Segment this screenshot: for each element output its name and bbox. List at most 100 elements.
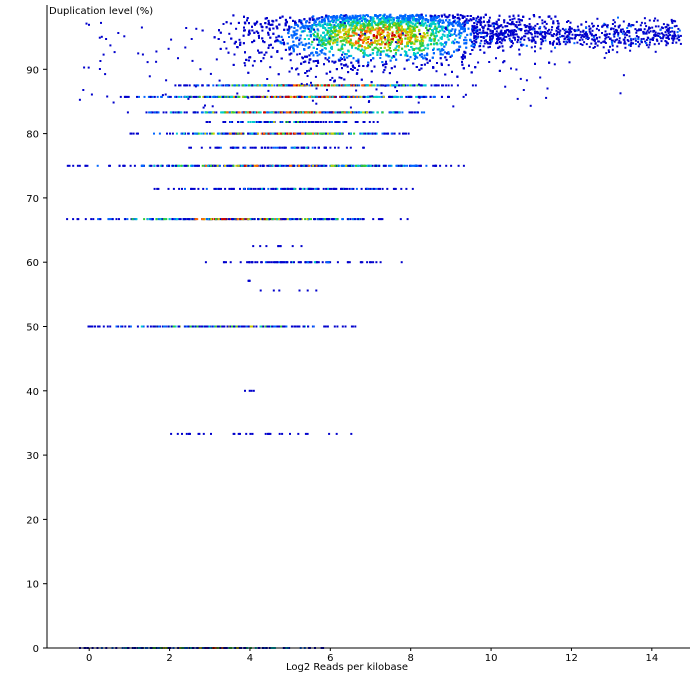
data-point: [166, 132, 168, 135]
data-point: [111, 218, 114, 221]
data-point: [185, 111, 188, 114]
data-point: [289, 432, 291, 435]
data-point: [66, 218, 69, 221]
data-point: [210, 218, 213, 221]
data-point: [349, 132, 352, 135]
data-point: [124, 218, 127, 221]
data-point: [264, 121, 267, 123]
data-point: [391, 84, 393, 87]
data-point: [401, 111, 404, 114]
data-point: [206, 132, 209, 135]
data-point: [109, 164, 111, 167]
data-point: [261, 164, 264, 167]
data-point: [259, 111, 262, 114]
data-point: [330, 111, 333, 114]
data-point: [252, 389, 255, 392]
data-point: [136, 325, 139, 328]
data-point: [249, 325, 252, 328]
data-point: [268, 121, 271, 123]
data-point: [146, 218, 149, 221]
data-point: [306, 187, 309, 190]
data-point: [314, 146, 317, 149]
data-point: [109, 218, 112, 221]
data-point: [281, 111, 284, 114]
data-point: [340, 111, 343, 114]
data-point: [84, 218, 87, 221]
data-point: [312, 187, 315, 190]
data-point: [228, 218, 230, 221]
data-point: [212, 325, 215, 328]
data-point: [293, 325, 296, 328]
data-point: [129, 164, 132, 167]
data-point: [245, 325, 248, 328]
data-point: [287, 95, 290, 98]
data-point: [169, 132, 171, 135]
data-point: [344, 95, 347, 98]
data-point: [317, 95, 320, 98]
data-point: [434, 84, 437, 87]
data-point: [132, 132, 135, 135]
data-point: [207, 84, 210, 87]
data-point: [442, 49, 445, 51]
data-point: [167, 187, 170, 190]
data-point: [250, 389, 253, 392]
data-point: [193, 111, 196, 114]
data-point: [178, 84, 180, 87]
data-point: [308, 132, 311, 135]
data-point: [184, 95, 187, 98]
data-point: [328, 111, 331, 114]
data-point: [235, 146, 238, 149]
data-point: [386, 84, 389, 87]
data-point: [181, 187, 183, 190]
data-point: [243, 325, 246, 328]
data-point: [250, 95, 253, 98]
data-point: [327, 132, 330, 135]
data-point: [191, 325, 194, 328]
data-point: [268, 218, 271, 221]
data-point: [398, 111, 401, 114]
data-point: [237, 95, 240, 98]
data-point: [334, 121, 337, 123]
data-point: [323, 95, 326, 98]
data-point: [346, 95, 349, 98]
data-point: [390, 95, 393, 98]
data-point: [289, 218, 292, 221]
data-point: [332, 187, 335, 190]
data-point: [123, 95, 126, 98]
data-point: [300, 218, 303, 221]
data-point: [289, 95, 292, 98]
data-point: [219, 146, 222, 149]
data-point: [277, 325, 280, 328]
data-point: [533, 15, 536, 18]
data-point: [342, 95, 345, 98]
data-point: [261, 146, 264, 149]
data-point: [304, 432, 307, 435]
data-point: [281, 218, 284, 221]
data-point: [330, 84, 333, 87]
data-point: [348, 132, 350, 135]
data-point: [200, 325, 203, 328]
data-point: [284, 95, 287, 98]
data-point: [291, 146, 294, 149]
data-point: [179, 84, 182, 87]
data-point: [330, 132, 333, 135]
data-point: [185, 432, 188, 435]
data-point: [262, 95, 265, 98]
data-point: [175, 132, 178, 135]
data-point: [202, 132, 205, 135]
data-point: [372, 218, 375, 221]
data-point: [392, 187, 395, 190]
data-point: [266, 121, 269, 123]
data-point: [308, 164, 311, 167]
data-point: [284, 218, 287, 221]
data-point: [262, 325, 265, 328]
data-point: [317, 187, 320, 190]
data-point: [198, 325, 201, 328]
data-point: [286, 187, 289, 190]
data-point: [274, 95, 276, 98]
data-point: [411, 187, 414, 190]
data-point: [357, 164, 360, 167]
data-point: [308, 95, 311, 98]
data-point: [222, 218, 225, 221]
data-point: [160, 164, 163, 167]
